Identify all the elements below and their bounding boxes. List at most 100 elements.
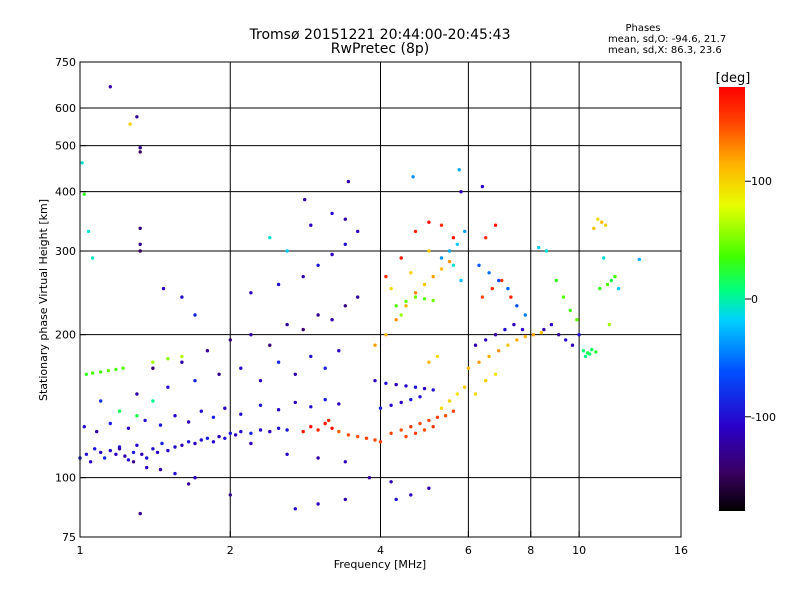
data-point (493, 223, 498, 227)
data-point (431, 298, 435, 303)
data-point (378, 406, 383, 410)
data-point (268, 343, 272, 347)
data-point (285, 322, 289, 327)
chart-title: Tromsø 20151221 20:44:00-20:45:43 (249, 27, 511, 43)
data-point (431, 425, 435, 429)
data-point (337, 402, 341, 406)
data-point (451, 236, 456, 240)
y-tick-label: 600 (55, 102, 76, 115)
data-point (373, 379, 377, 383)
data-point (404, 304, 408, 308)
data-point (427, 220, 431, 224)
data-point (173, 445, 177, 449)
data-point (276, 426, 281, 430)
data-point (108, 448, 113, 453)
data-point (493, 333, 498, 337)
data-point (506, 343, 510, 347)
data-point (389, 286, 393, 291)
data-point (276, 408, 281, 412)
data-point (293, 507, 297, 511)
data-point (600, 220, 604, 224)
data-point (557, 333, 561, 337)
data-point (258, 379, 263, 383)
x-tick-label: 8 (527, 544, 534, 557)
data-point (367, 476, 372, 480)
data-point (285, 428, 289, 432)
data-point (301, 429, 305, 434)
x-tick-label: 16 (674, 544, 688, 557)
y-tick-label: 75 (62, 531, 76, 544)
data-point (323, 397, 327, 402)
data-point (228, 431, 232, 435)
y-tick-label: 500 (55, 140, 76, 153)
data-point (523, 335, 527, 339)
y-tick-label: 100 (55, 472, 76, 485)
data-point (455, 242, 459, 246)
data-point (123, 454, 127, 458)
data-point (223, 436, 227, 440)
colorbar-tick-label: 100 (751, 175, 772, 188)
data-point (145, 465, 149, 470)
data-point (490, 286, 494, 291)
data-point (135, 443, 139, 447)
stats-line-x: mean, sd,X: 86.3, 23.6 (608, 45, 722, 56)
data-point (239, 366, 243, 370)
data-point (459, 190, 463, 194)
data-point (384, 381, 388, 385)
data-point (427, 486, 431, 490)
data-point (588, 352, 592, 356)
data-point (577, 333, 581, 337)
data-point (88, 460, 93, 464)
data-point (409, 493, 413, 497)
data-point (128, 122, 132, 126)
data-point (431, 274, 435, 279)
plot-area: 1 2 4 6 8 10 16 75 100 200 300 400 500 600 750 (55, 56, 688, 557)
data-point (117, 447, 122, 451)
data-point (180, 354, 184, 359)
data-point (95, 429, 99, 434)
data-point (568, 308, 572, 313)
data-point (114, 367, 118, 372)
data-point (373, 438, 377, 442)
data-point (570, 343, 575, 347)
x-axis-ticks: 1 2 4 6 8 10 16 (77, 531, 688, 557)
data-point (422, 386, 427, 391)
data-point (581, 349, 586, 353)
data-point (384, 274, 388, 279)
data-point (389, 480, 393, 484)
y-tick-label: 750 (55, 56, 76, 69)
data-point (409, 397, 413, 402)
data-point (399, 400, 403, 405)
data-point (293, 372, 297, 376)
y-tick-label: 400 (55, 186, 76, 199)
data-point (93, 447, 97, 451)
data-point (480, 295, 485, 299)
data-point (180, 443, 184, 447)
data-point (151, 360, 155, 364)
data-point (90, 256, 95, 260)
data-point (413, 385, 418, 389)
data-point (151, 366, 155, 370)
data-point (394, 318, 398, 322)
data-point (413, 291, 418, 295)
data-point (126, 458, 131, 462)
chart-subtitle: RwPretec (8p) (331, 41, 429, 57)
data-point (356, 434, 360, 439)
data-point (439, 223, 444, 227)
data-point (431, 388, 435, 392)
colorbar-ticks: 100 0 -100 (745, 175, 776, 424)
data-point (90, 371, 95, 375)
data-point (158, 423, 163, 427)
data-points (78, 85, 641, 516)
data-point (145, 456, 149, 460)
data-point (330, 426, 334, 430)
y-axis-label: Stationary phase Virtual Height [km] (37, 199, 50, 401)
data-point (135, 392, 139, 396)
data-point (199, 438, 203, 442)
data-point (399, 256, 403, 260)
data-point (605, 282, 610, 287)
data-point (138, 146, 142, 150)
data-point (583, 354, 588, 359)
data-point (228, 338, 232, 342)
data-point (249, 441, 253, 446)
